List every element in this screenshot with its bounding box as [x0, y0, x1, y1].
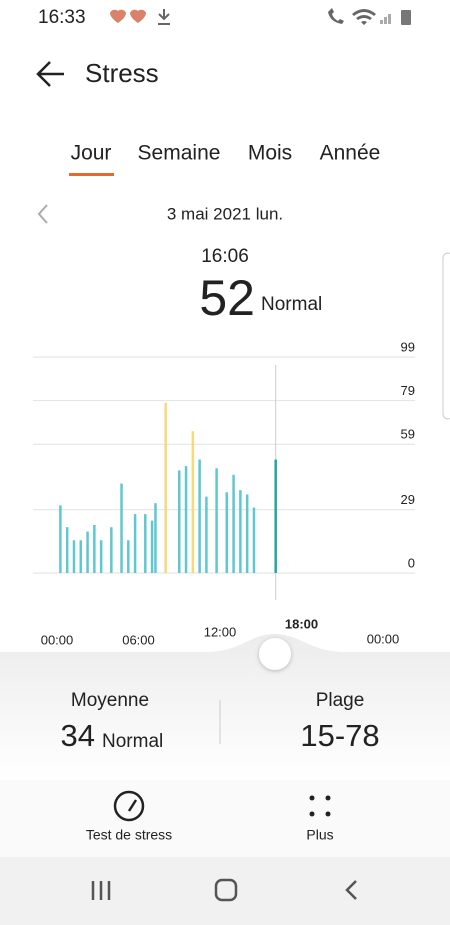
average-label: Moyenne: [71, 690, 149, 711]
status-time: 16:33: [38, 7, 86, 28]
more-button[interactable]: Plus: [306, 795, 334, 843]
stress-test-button[interactable]: Test de stress: [86, 790, 172, 843]
bar: [59, 505, 62, 573]
tab[interactable]: Mois: [248, 142, 292, 165]
summary-sheet: [0, 634, 450, 780]
back-button[interactable]: [36, 61, 64, 87]
average-value: 34: [61, 718, 95, 753]
tab-indicator: [69, 173, 114, 176]
bar: [191, 431, 195, 573]
nav-recents[interactable]: [91, 881, 111, 900]
action-bar: [0, 780, 450, 857]
nav-home[interactable]: [214, 878, 238, 902]
range-value: 15-78: [300, 718, 379, 753]
bar: [99, 540, 103, 573]
time-slider-knob[interactable]: [259, 638, 291, 670]
bar: [178, 470, 181, 573]
bar: [164, 402, 167, 573]
bar: [232, 474, 235, 573]
system-icons: [328, 8, 411, 25]
bar: [93, 525, 96, 573]
y-tick-label: 79: [401, 383, 415, 398]
bar: [215, 468, 218, 573]
bar: [239, 490, 242, 573]
bar: [79, 540, 83, 573]
y-tick-label: 29: [401, 492, 415, 507]
bar: [127, 540, 130, 573]
status-icons: [110, 9, 146, 23]
average-level: Normal: [102, 731, 163, 752]
selected-time: 16:06: [201, 246, 249, 267]
bar: [154, 503, 157, 573]
bar: [274, 459, 277, 573]
bar: [65, 527, 69, 573]
x-tick-label: 00:00: [41, 632, 74, 647]
x-tick-label: 18:00: [285, 617, 318, 632]
page-title: Stress: [85, 58, 159, 88]
bar: [184, 466, 188, 573]
bar: [225, 492, 229, 573]
tab[interactable]: Année: [320, 142, 381, 165]
bar: [205, 496, 208, 573]
x-tick-label: 12:00: [204, 624, 237, 639]
bar: [144, 514, 147, 573]
bar: [120, 483, 123, 573]
x-tick-label: 06:00: [122, 632, 155, 647]
gauge-icon: [113, 790, 145, 822]
bar: [133, 514, 137, 573]
prev-day[interactable]: [37, 204, 48, 224]
action-label: Plus: [306, 827, 333, 843]
download-icon: [158, 9, 170, 25]
y-tick-label: 59: [401, 427, 415, 442]
dots-icon: [309, 795, 331, 817]
date: 3 mai 2021 lun.: [167, 204, 283, 223]
gauge-needle: [127, 799, 138, 812]
bar: [110, 527, 113, 573]
selected-value: 52: [199, 270, 255, 326]
tab[interactable]: Semaine: [138, 142, 221, 165]
y-tick-label: 0: [408, 555, 415, 570]
bar: [86, 531, 89, 573]
bar: [198, 459, 201, 573]
y-tick-label: 99: [401, 339, 415, 354]
range-label: Plage: [316, 690, 365, 711]
bar: [252, 507, 256, 573]
stress-chart: 0 29 59 79 99 00:00 06:00 12:00 18:00 00:00: [33, 339, 415, 647]
bar: [72, 540, 76, 573]
nav-back[interactable]: [345, 880, 357, 900]
scroll-handle: [442, 252, 450, 420]
bar: [150, 520, 154, 573]
tab[interactable]: Jour: [71, 142, 112, 165]
x-tick-label: 00:00: [367, 632, 400, 647]
selected-level: Normal: [261, 294, 322, 315]
bar: [245, 494, 249, 573]
action-label: Test de stress: [86, 827, 172, 843]
nav-bar: [0, 857, 450, 925]
